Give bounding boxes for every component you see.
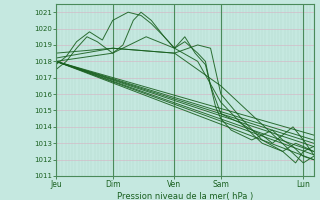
X-axis label: Pression niveau de la mer( hPa ): Pression niveau de la mer( hPa ) <box>117 192 253 200</box>
